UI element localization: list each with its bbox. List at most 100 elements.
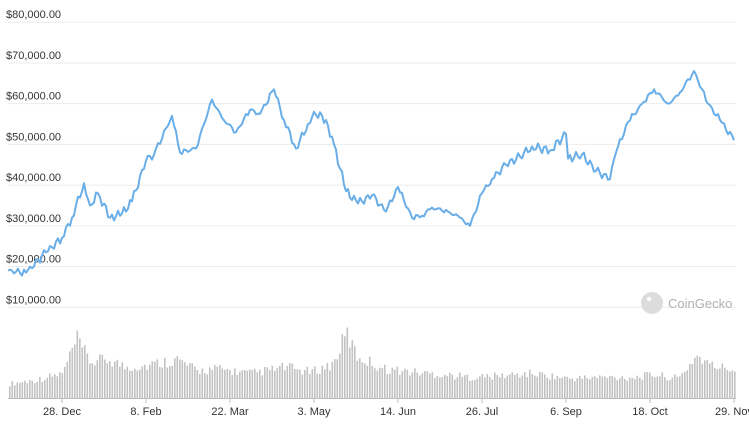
x-tick-label-4: 14. Jun — [380, 406, 416, 418]
volume-bar — [404, 368, 406, 398]
volume-bar — [531, 374, 534, 398]
volume-bar — [494, 372, 496, 398]
x-tick-label-7: 18. Oct — [632, 406, 667, 418]
volume-bar — [424, 371, 426, 398]
volume-bar — [314, 366, 316, 398]
volume-bar — [159, 366, 161, 398]
volume-bar — [684, 371, 686, 398]
volume-bar — [331, 361, 334, 398]
volume-bar — [621, 376, 624, 398]
volume-bar — [619, 378, 621, 398]
volume-bar — [334, 359, 336, 398]
volume-bar — [501, 373, 504, 398]
volume-bar — [226, 368, 229, 398]
volume-bar — [309, 374, 311, 398]
volume-bar — [534, 375, 536, 398]
volume-bar — [616, 380, 619, 398]
volume-bar — [214, 364, 216, 398]
volume-bar — [456, 377, 459, 398]
volume-bar — [164, 357, 166, 398]
volume-bar — [399, 374, 401, 398]
volume-bar — [426, 371, 429, 398]
volume-bar — [94, 365, 96, 398]
volume-bar — [551, 373, 554, 398]
volume-bar — [496, 375, 499, 398]
volume-bar — [366, 365, 369, 398]
volume-bar — [154, 361, 156, 398]
volume-bar — [276, 368, 279, 398]
volume-bar — [711, 361, 714, 398]
volume-bar — [124, 369, 126, 398]
volume-bar — [174, 358, 176, 398]
volume-bar — [384, 364, 386, 398]
volume-bar — [109, 361, 111, 398]
volume-bar — [734, 371, 736, 398]
x-tick-label-8: 29. Nov — [715, 406, 749, 418]
x-tick-label-3: 3. May — [297, 406, 331, 418]
volume-bar — [246, 370, 249, 398]
volume-bar — [156, 359, 159, 398]
volume-bar — [664, 377, 666, 398]
volume-bar — [74, 344, 76, 398]
volume-bar — [589, 379, 591, 398]
volume-bar — [134, 368, 136, 398]
volume-bar — [316, 373, 319, 398]
volume-bar — [624, 379, 626, 398]
volume-bar — [186, 365, 189, 398]
volume-bar — [579, 375, 581, 398]
volume-bar — [571, 378, 574, 398]
volume-bar — [529, 369, 531, 398]
x-tick-label-1: 8. Feb — [130, 406, 161, 418]
volume-bar — [524, 372, 526, 398]
volume-bar — [151, 361, 154, 398]
volume-bar — [644, 372, 646, 398]
volume-bar — [176, 356, 179, 398]
volume-bar — [584, 375, 586, 398]
volume-bar — [381, 367, 384, 398]
volume-bar — [129, 370, 131, 398]
volume-bar — [249, 369, 251, 398]
volume-bar — [666, 380, 669, 398]
volume-bar — [646, 372, 649, 398]
volume-bar — [719, 368, 721, 398]
volume-bar — [446, 376, 449, 398]
volume-bar — [406, 369, 409, 398]
volume-bar — [364, 363, 366, 398]
volume-bar — [674, 374, 676, 398]
volume-bar — [509, 374, 511, 398]
volume-bar — [201, 368, 204, 398]
volume-bar — [691, 364, 694, 398]
volume-bar — [474, 380, 476, 398]
volume-bar — [539, 371, 541, 398]
volume-bar — [696, 355, 699, 398]
volume-bar — [264, 367, 266, 398]
volume-bar — [669, 380, 671, 398]
volume-bar — [56, 376, 59, 398]
volume-bar — [454, 379, 456, 398]
volume-bar — [329, 370, 331, 398]
volume-bar — [464, 375, 466, 398]
volume-bar — [369, 356, 371, 398]
volume-bar — [394, 369, 396, 398]
volume-bar — [211, 370, 214, 398]
volume-bar — [296, 369, 299, 398]
volume-bar — [411, 372, 414, 398]
volume-bar — [516, 373, 519, 398]
volume-bar — [721, 363, 724, 398]
volume-bar — [184, 362, 186, 398]
volume-bar — [106, 363, 109, 398]
volume-bar — [54, 374, 56, 398]
volume-bar — [14, 385, 16, 398]
volume-bar — [209, 367, 211, 398]
volume-bar — [504, 378, 506, 398]
volume-bar — [681, 372, 684, 398]
volume-bar — [601, 376, 604, 398]
volume-bar — [486, 374, 489, 398]
volume-bar — [46, 377, 49, 398]
volume-bar — [289, 363, 291, 398]
grid-lines — [8, 21, 736, 308]
volume-bar — [24, 380, 26, 398]
gecko-logo-icon — [641, 292, 663, 314]
volume-bar — [554, 379, 556, 398]
volume-bar — [204, 373, 206, 398]
